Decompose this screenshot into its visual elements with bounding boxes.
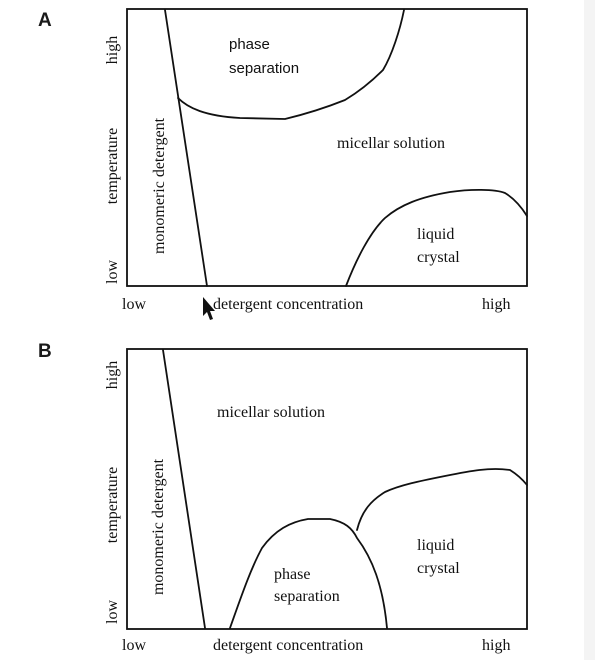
panel-b: B high temperature low low detergent con… — [38, 341, 528, 654]
panel-b-region-liquid-crystal-line2: crystal — [417, 560, 460, 577]
panel-a-region-phase-separation-line1: phase — [229, 36, 270, 53]
panel-a-x-tick-low: low — [122, 296, 146, 313]
panel-a-y-axis-title: temperature — [104, 128, 121, 204]
panel-b-plot-frame — [126, 348, 528, 630]
panel-a-region-micellar-solution: micellar solution — [337, 135, 445, 152]
panel-b-liquid-crystal-boundary — [356, 468, 528, 531]
panel-b-phase-separation-boundary — [229, 518, 388, 629]
panel-b-region-liquid-crystal-line1: liquid — [417, 537, 454, 554]
panel-a: A high temperature low low detergent con… — [38, 8, 528, 313]
panel-a-cmc-line — [164, 9, 208, 287]
panel-b-region-phase-separation-line1: phase — [274, 566, 310, 583]
panel-b-y-tick-low: low — [104, 600, 121, 624]
panel-a-liquid-crystal-boundary — [345, 188, 528, 287]
panel-b-x-tick-low: low — [122, 637, 146, 654]
panel-a-x-tick-high: high — [482, 296, 510, 313]
panel-a-region-phase-separation-line2: separation — [229, 60, 299, 77]
panel-a-region-monomeric-detergent: monomeric detergent — [151, 117, 168, 254]
right-edge-strip — [584, 0, 595, 660]
panel-a-x-axis-title: detergent concentration — [213, 296, 363, 313]
panel-b-y-tick-high: high — [104, 361, 121, 389]
panel-b-region-micellar-solution: micellar solution — [217, 404, 325, 421]
panel-a-region-liquid-crystal-line1: liquid — [417, 226, 454, 243]
panel-b-letter: B — [38, 341, 52, 362]
panel-a-y-tick-low: low — [104, 260, 121, 284]
panel-a-letter: A — [38, 10, 52, 31]
panel-b-region-phase-separation-line2: separation — [274, 588, 340, 605]
panel-b-x-tick-high: high — [482, 637, 510, 654]
panel-b-x-axis-title: detergent concentration — [213, 637, 363, 654]
panel-a-y-tick-high: high — [104, 36, 121, 64]
panel-b-region-monomeric-detergent: monomeric detergent — [150, 458, 167, 595]
panel-a-plot-frame — [126, 8, 528, 287]
panel-b-y-axis-title: temperature — [104, 467, 121, 543]
panel-a-phase-separation-boundary — [177, 9, 405, 120]
panel-b-cmc-line — [162, 349, 206, 629]
panel-a-region-liquid-crystal-line2: crystal — [417, 249, 460, 266]
mouse-cursor-icon — [203, 297, 215, 320]
